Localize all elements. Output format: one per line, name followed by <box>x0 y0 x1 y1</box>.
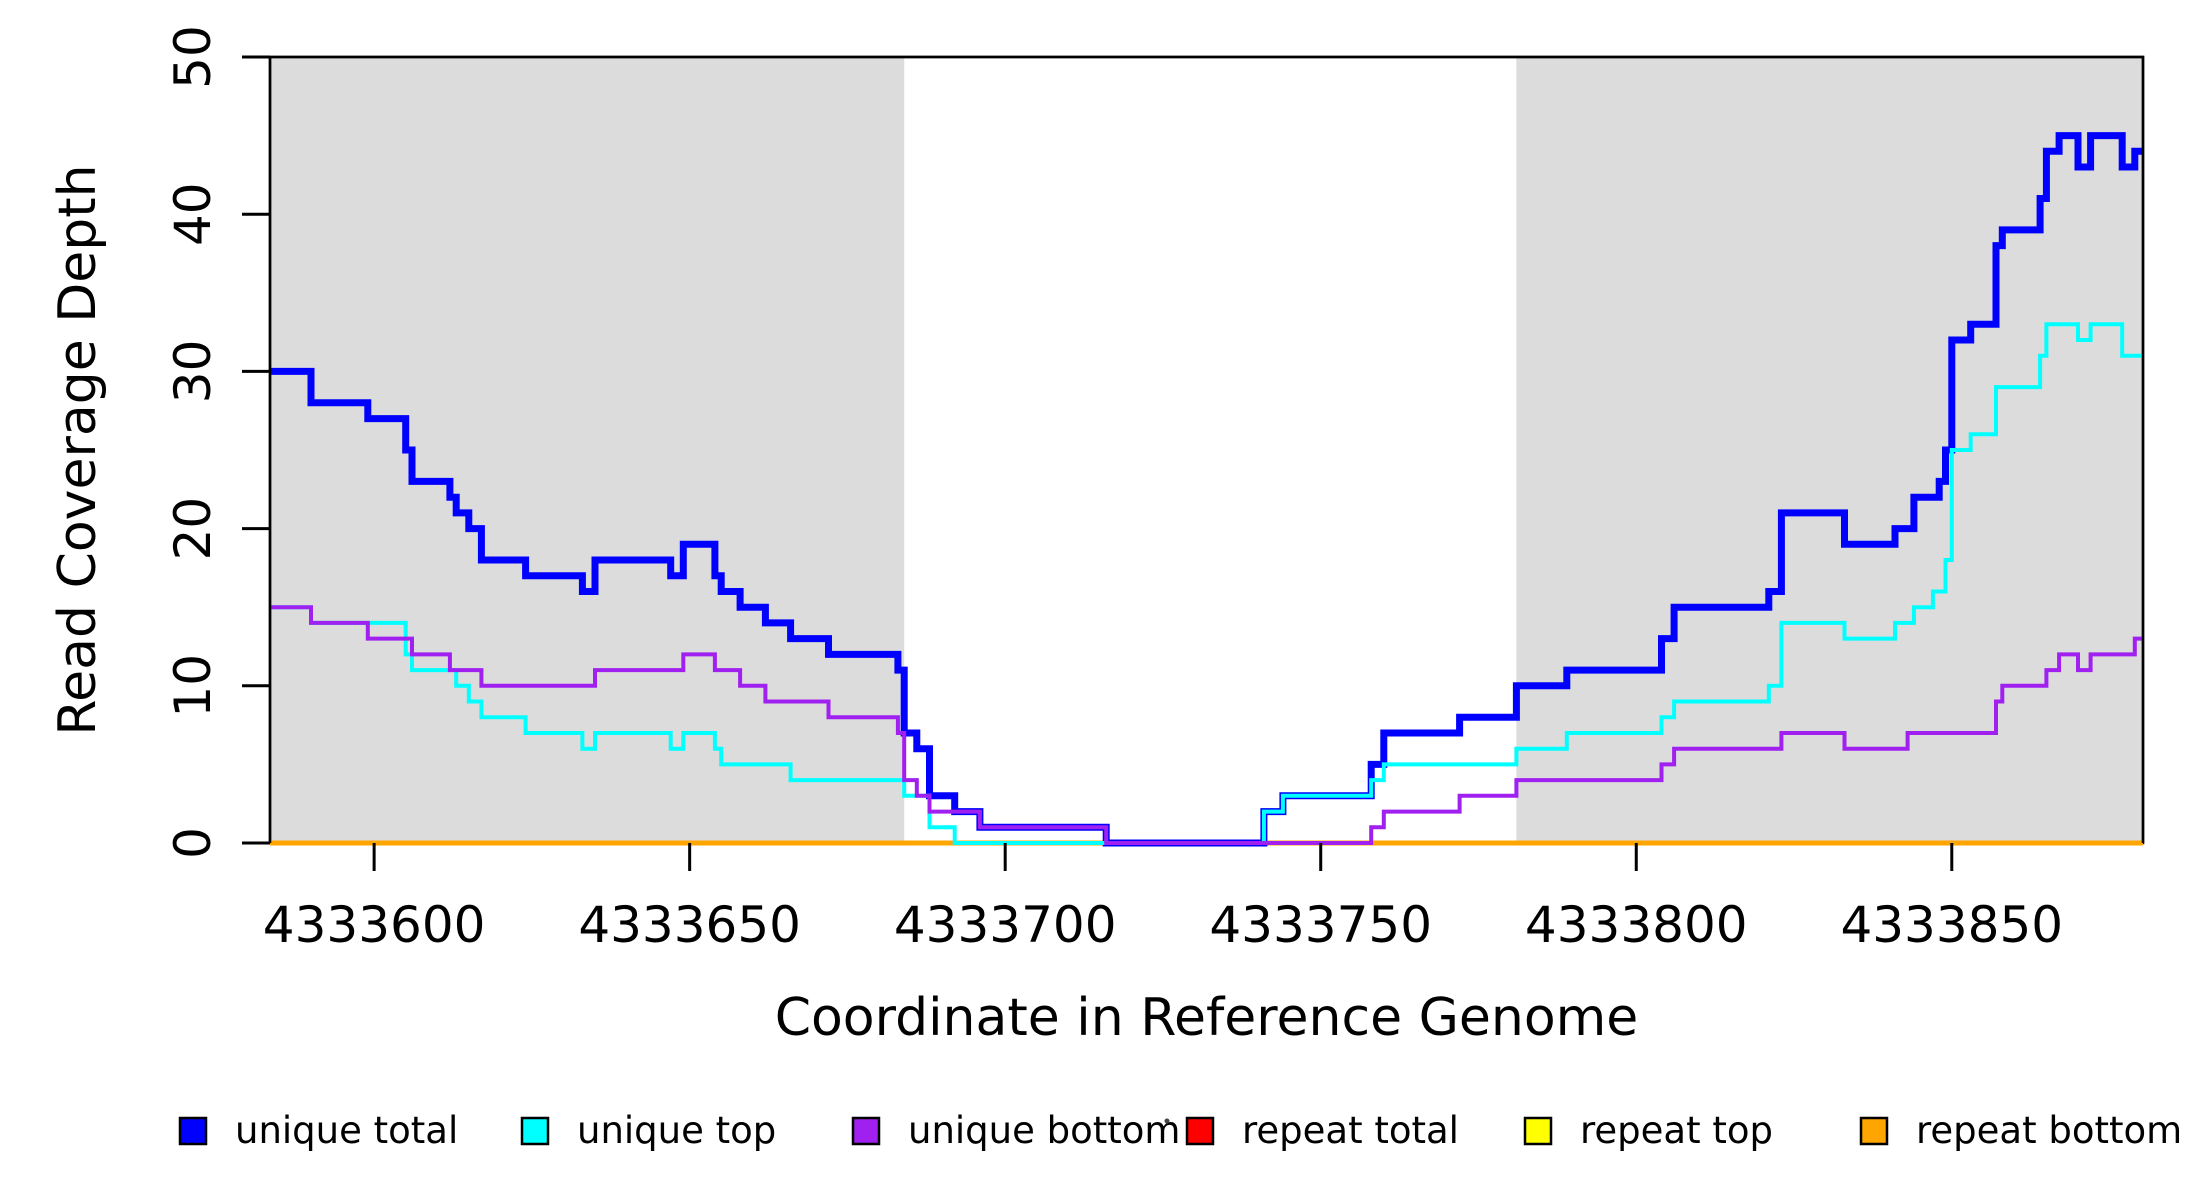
y-tick-label: 40 <box>164 182 222 246</box>
legend-swatch-repeat-total <box>1185 1116 1215 1146</box>
legend-swatch-unique-bottom <box>851 1116 881 1146</box>
stray-mark <box>1164 1118 1170 1124</box>
x-tick-label: 4333800 <box>1525 896 1748 954</box>
legend-label-unique-total: unique total <box>235 1109 458 1152</box>
x-tick-label: 4333600 <box>263 896 486 954</box>
legend-label-unique-top: unique top <box>577 1109 776 1152</box>
y-axis-title: Read Coverage Depth <box>48 164 108 735</box>
y-tick-label: 50 <box>164 25 222 89</box>
x-axis-title: Coordinate in Reference Genome <box>775 988 1639 1048</box>
shaded-region <box>270 57 905 843</box>
plot-border-top <box>268 55 2145 843</box>
series-line-unique-top <box>270 322 2143 845</box>
y-tick-label: 20 <box>164 497 222 561</box>
legend-label-repeat-top: repeat top <box>1580 1109 1773 1152</box>
x-tick-label: 4333750 <box>1209 896 1432 954</box>
legend-label-repeat-bottom: repeat bottom <box>1916 1109 2182 1152</box>
legend-swatch-unique-top <box>520 1116 550 1146</box>
shaded-region <box>1516 57 2143 843</box>
legend-label-unique-bottom: unique bottom <box>908 1109 1180 1152</box>
x-tick-label: 4333650 <box>578 896 801 954</box>
y-tick-label: 0 <box>164 827 222 859</box>
x-tick-label: 4333700 <box>894 896 1117 954</box>
series-line-unique-bottom <box>270 605 2143 845</box>
x-tick-label: 4333850 <box>1840 896 2063 954</box>
y-tick-label: 10 <box>164 654 222 718</box>
legend-swatch-repeat-top <box>1523 1116 1553 1146</box>
legend-swatch-unique-total <box>178 1116 208 1146</box>
y-tick-label: 30 <box>164 340 222 404</box>
legend-swatch-repeat-bottom <box>1859 1116 1889 1146</box>
legend-label-repeat-total: repeat total <box>1242 1109 1459 1152</box>
